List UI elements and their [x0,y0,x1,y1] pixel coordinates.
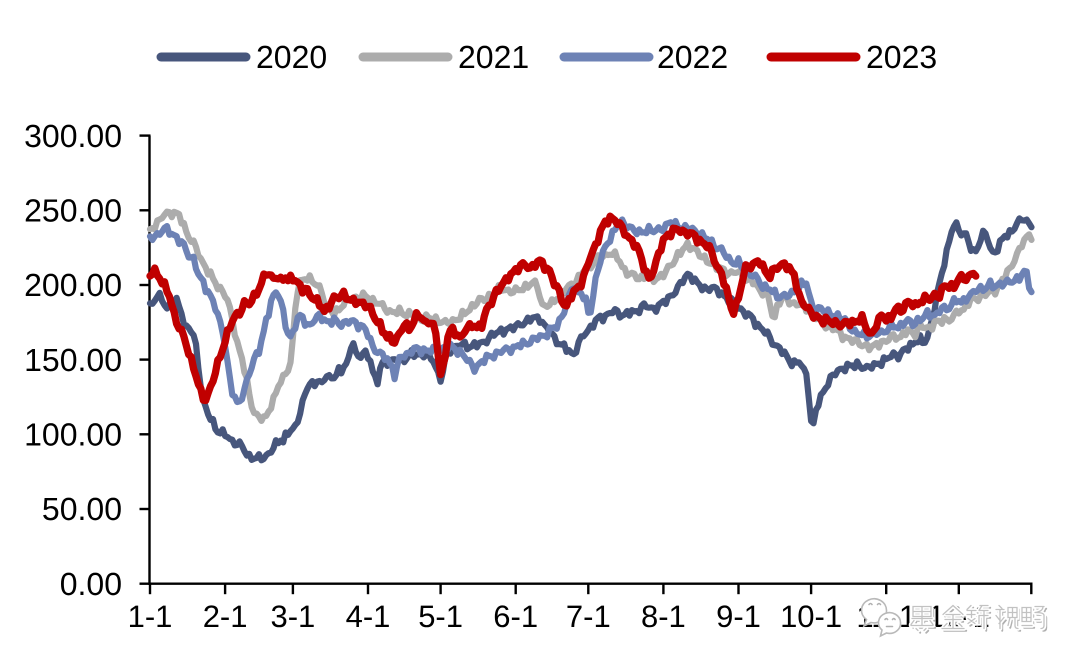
svg-text:2023: 2023 [866,39,937,75]
svg-text:8-1: 8-1 [641,599,686,634]
svg-text:0.00: 0.00 [60,566,122,602]
svg-text:6-1: 6-1 [493,599,538,634]
svg-text:3-1: 3-1 [270,599,315,634]
svg-text:2021: 2021 [458,39,529,75]
svg-text:150.00: 150.00 [24,342,122,378]
svg-text:2-1: 2-1 [203,599,248,634]
svg-text:1-1: 1-1 [128,599,173,634]
svg-text:50.00: 50.00 [42,491,122,527]
svg-text:2020: 2020 [256,39,327,75]
svg-text:200.00: 200.00 [24,267,122,303]
svg-text:4-1: 4-1 [346,599,391,634]
svg-text:250.00: 250.00 [24,193,122,229]
svg-text:300.00: 300.00 [24,118,122,154]
svg-text:5-1: 5-1 [418,599,463,634]
svg-text:2022: 2022 [657,39,728,75]
svg-text:100.00: 100.00 [24,417,122,453]
svg-text:9-1: 9-1 [716,599,761,634]
svg-text:7-1: 7-1 [566,599,611,634]
svg-text:10-1: 10-1 [780,599,842,634]
